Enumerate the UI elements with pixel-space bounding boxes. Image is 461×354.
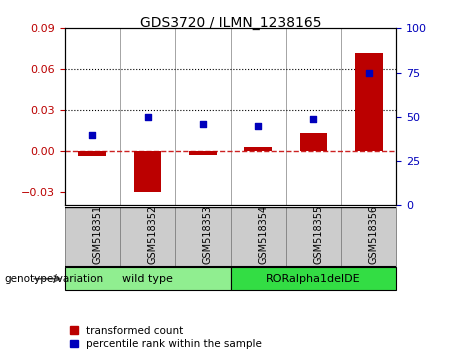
Point xyxy=(310,116,317,121)
Text: GDS3720 / ILMN_1238165: GDS3720 / ILMN_1238165 xyxy=(140,16,321,30)
Point xyxy=(89,132,96,137)
Text: wild type: wild type xyxy=(122,274,173,284)
Bar xyxy=(120,207,175,267)
Point xyxy=(199,121,207,127)
Bar xyxy=(175,207,230,267)
Text: GSM518351: GSM518351 xyxy=(92,205,102,264)
Point xyxy=(365,70,372,75)
Text: GSM518353: GSM518353 xyxy=(203,205,213,264)
Bar xyxy=(230,207,286,267)
Bar xyxy=(286,207,341,267)
Bar xyxy=(244,147,272,151)
Bar xyxy=(65,207,120,267)
Text: GSM518355: GSM518355 xyxy=(313,205,324,264)
Text: GSM518352: GSM518352 xyxy=(148,205,158,264)
Point xyxy=(144,114,151,120)
Legend: transformed count, percentile rank within the sample: transformed count, percentile rank withi… xyxy=(70,326,262,349)
Bar xyxy=(134,151,161,192)
Text: RORalpha1delDE: RORalpha1delDE xyxy=(266,274,361,284)
Bar xyxy=(230,267,396,290)
Point xyxy=(254,123,262,129)
Text: GSM518356: GSM518356 xyxy=(369,205,379,264)
Bar xyxy=(341,207,396,267)
Bar xyxy=(300,133,327,151)
Bar xyxy=(78,151,106,156)
Bar xyxy=(189,151,217,155)
Text: genotype/variation: genotype/variation xyxy=(5,274,104,284)
Bar xyxy=(65,267,230,290)
Bar xyxy=(355,53,383,151)
Text: GSM518354: GSM518354 xyxy=(258,205,268,264)
